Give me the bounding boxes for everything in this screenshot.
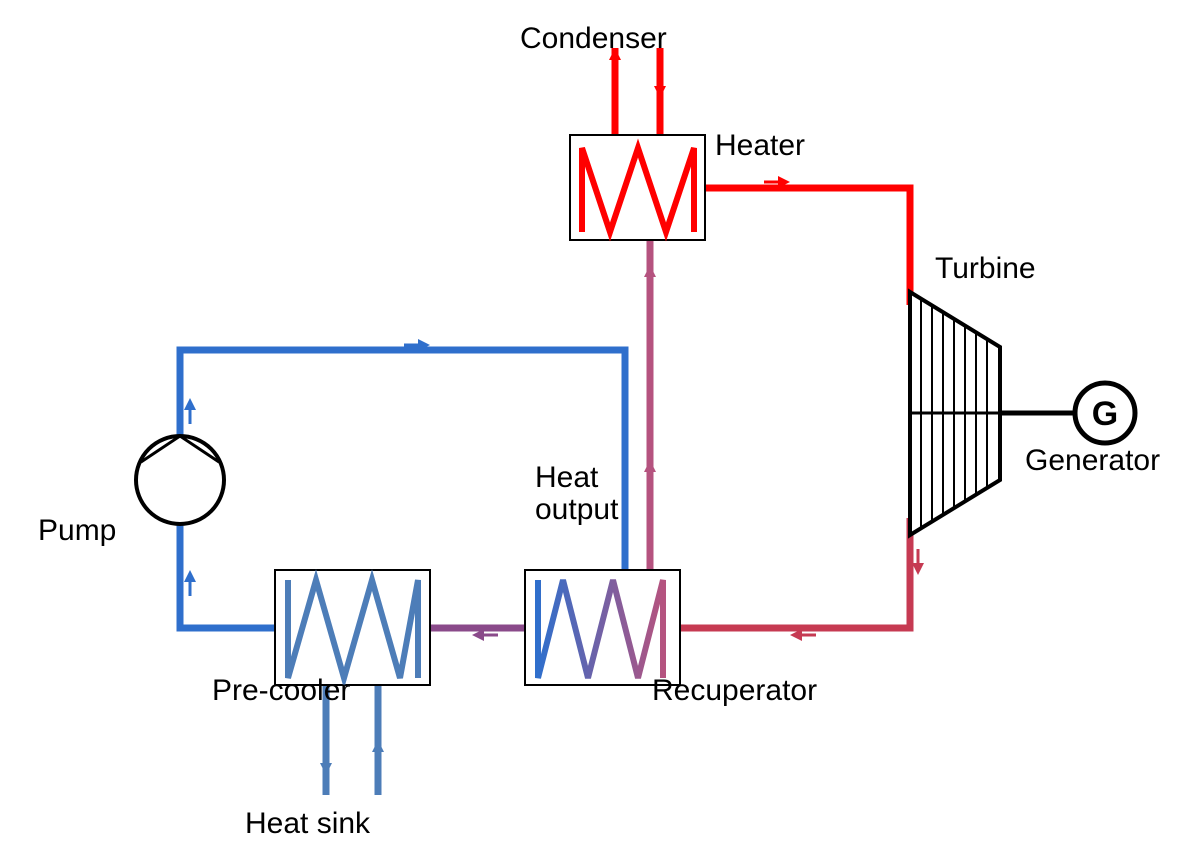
blue-up-bot-head xyxy=(184,570,196,582)
label-heater: Heater xyxy=(715,129,805,162)
magenta-up2-head xyxy=(644,460,656,472)
generator-letter: G xyxy=(1092,395,1118,433)
label-pump: Pump xyxy=(38,514,116,547)
label-recuperator: Recuperator xyxy=(652,674,817,707)
magenta-up-head xyxy=(644,265,656,277)
label-generator: Generator xyxy=(1025,444,1160,477)
label-precooler: Pre-cooler xyxy=(212,674,350,707)
darkred-return xyxy=(680,518,910,628)
label-heat_output: Heatoutput xyxy=(535,461,619,526)
darkred-down-head xyxy=(912,563,924,575)
precooler-down-head xyxy=(320,763,332,775)
recuperator-exchanger xyxy=(525,570,680,685)
label-turbine: Turbine xyxy=(935,252,1036,285)
generator-symbol: G xyxy=(1000,383,1135,443)
heater-exchanger xyxy=(570,135,705,240)
heater-in-head xyxy=(654,86,666,98)
label-condenser: Condenser xyxy=(520,22,667,55)
precooler-up-head xyxy=(372,740,384,752)
blue-up-top-head xyxy=(184,398,196,410)
label-heat_sink: Heat sink xyxy=(245,807,371,840)
turbine-symbol xyxy=(910,292,1000,535)
precooler-exchanger xyxy=(275,570,430,685)
red-to-turbine xyxy=(705,188,910,305)
pump-symbol xyxy=(136,436,224,524)
